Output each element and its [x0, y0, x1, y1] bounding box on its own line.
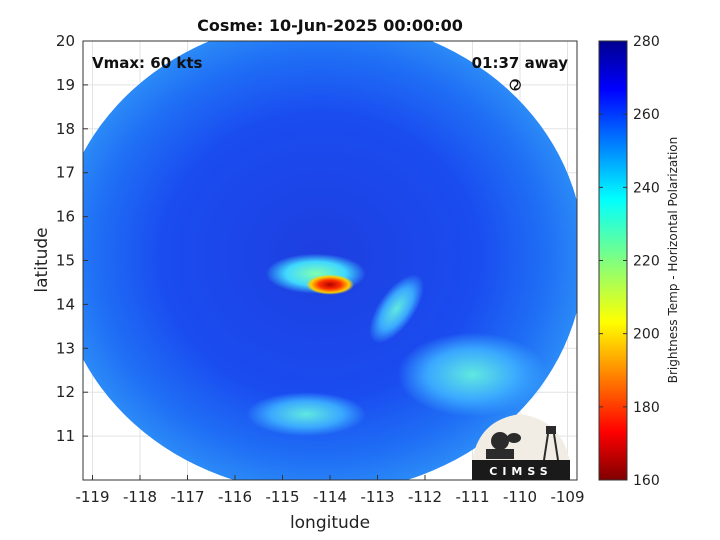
x-tick-label: -110	[503, 488, 537, 506]
y-tick-label: 20	[56, 32, 75, 50]
x-tick-label: -115	[265, 488, 299, 506]
y-tick-label: 15	[56, 252, 75, 270]
x-tick-label: -119	[75, 488, 109, 506]
colorbar	[598, 40, 628, 481]
colorbar-tick-label: 220	[633, 254, 660, 270]
feature-outer-rainband	[369, 274, 424, 344]
feature-eyewall	[306, 274, 354, 295]
colorbar-tick-label: 240	[633, 180, 660, 196]
chart-title: Cosme: 10-Jun-2025 00:00:00	[197, 16, 463, 35]
colorbar-tick-label: 260	[633, 107, 660, 123]
colorbar-tick-label: 160	[633, 473, 660, 489]
x-tick-label: -116	[218, 488, 252, 506]
x-tick-label: -111	[455, 488, 489, 506]
y-tick-label: 14	[56, 295, 75, 313]
x-axis-label: longitude	[290, 513, 370, 533]
hurricane-symbol-icon	[509, 79, 521, 91]
y-tick-label: 16	[56, 208, 75, 226]
convective-features	[246, 253, 548, 437]
y-tick-label: 12	[56, 383, 75, 401]
colorbar-label: Brightness Temp - Horizontal Polarizatio…	[666, 137, 680, 384]
x-axis-ticks: -119 -118 -117 -116 -115 -114 -113 -112 -111 -110…	[75, 475, 585, 506]
y-tick-label: 18	[56, 120, 75, 138]
colorbar-tick-label: 200	[633, 327, 660, 343]
y-axis-label: latitude	[32, 227, 52, 292]
time-away-annotation: 01:37 away	[472, 54, 569, 72]
y-tick-label: 19	[56, 76, 75, 94]
colorbar-tick-label: 280	[633, 34, 660, 50]
colorbar-tick-label: 180	[633, 400, 660, 416]
y-tick-label: 17	[56, 164, 75, 182]
x-tick-label: -118	[123, 488, 157, 506]
cimss-logo: CIMSS	[472, 414, 570, 480]
vmax-annotation: Vmax: 60 kts	[92, 54, 202, 72]
y-tick-label: 13	[56, 339, 75, 357]
x-tick-label: -114	[313, 488, 347, 506]
y-tick-label: 11	[56, 427, 75, 445]
x-tick-label: -117	[170, 488, 204, 506]
y-axis-ticks: 11 12 13 14 15 16 17 18 19 20	[56, 32, 88, 445]
colorbar-ticks: 160 180 200 220 240 260 280	[599, 34, 660, 489]
feature-southern-convection	[397, 332, 548, 417]
feature-southwest-convection	[246, 392, 367, 437]
cimss-logo-text: CIMSS	[489, 465, 552, 478]
x-tick-label: -109	[550, 488, 584, 506]
x-tick-label: -112	[408, 488, 442, 506]
x-tick-label: -113	[360, 488, 394, 506]
